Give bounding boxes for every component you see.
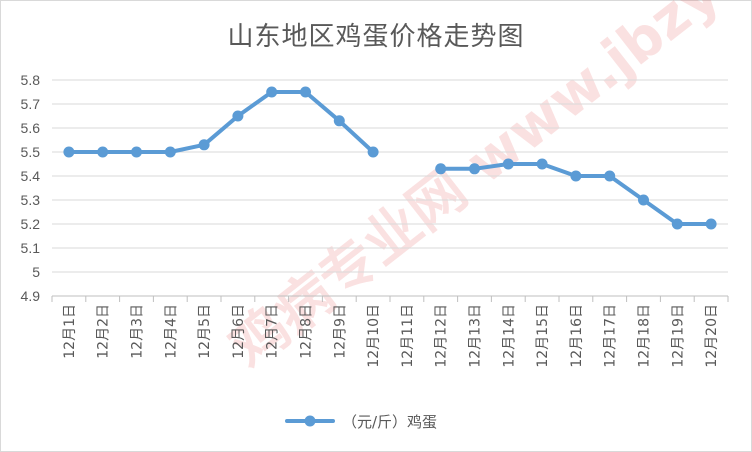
- y-tick-label: 5.6: [21, 120, 41, 136]
- data-point: [638, 194, 649, 206]
- data-point: [502, 158, 514, 170]
- series-line: [66, 90, 376, 154]
- x-tick-label: 12月5日: [197, 304, 213, 359]
- data-point: [164, 146, 176, 158]
- legend-marker: [304, 415, 316, 427]
- y-tick-label: 5.7: [21, 96, 41, 112]
- x-tick-label: 12月8日: [299, 304, 315, 359]
- y-tick-label: 4.9: [21, 288, 41, 304]
- x-tick-label: 12月17日: [603, 304, 619, 368]
- data-point: [705, 218, 717, 230]
- x-tick-label: 12月10日: [366, 304, 382, 368]
- series-layer: [63, 86, 717, 230]
- data-point: [232, 110, 244, 122]
- data-point: [469, 163, 480, 175]
- data-point: [300, 86, 311, 98]
- legend-label: （元/斤）鸡蛋: [342, 413, 437, 431]
- data-point: [97, 146, 109, 158]
- data-point: [435, 163, 447, 175]
- y-tick-label: 5: [32, 264, 40, 280]
- x-tick-label: 12月18日: [637, 304, 653, 368]
- x-tick-label: 12月12日: [434, 304, 450, 368]
- x-tick-label: 12月20日: [704, 304, 720, 368]
- data-point: [131, 146, 142, 158]
- data-point: [570, 170, 582, 182]
- y-tick-label: 5.5: [21, 144, 41, 160]
- x-axis: 12月1日 12月2日 12月3日 12月4日 12月5日 12月6日 12月7日 12月8日…: [51, 296, 729, 368]
- x-tick-label: 12月14日: [501, 304, 517, 368]
- y-tick-label: 5.4: [21, 168, 41, 184]
- data-point: [536, 158, 548, 170]
- x-tick-label: 12月9日: [332, 304, 348, 359]
- data-point: [604, 170, 616, 182]
- legend: （元/斤）鸡蛋: [285, 413, 437, 431]
- x-tick-label: 12月2日: [96, 304, 112, 359]
- data-point: [671, 218, 683, 230]
- x-tick-label: 12月6日: [231, 304, 247, 359]
- chart-title: 山东地区鸡蛋价格走势图: [227, 22, 525, 52]
- x-tick-label: 12月16日: [569, 304, 585, 368]
- y-tick-label: 5.8: [21, 72, 41, 88]
- x-tick-label: 12月3日: [130, 304, 146, 359]
- data-point: [367, 146, 379, 158]
- x-tick-label: 12月15日: [535, 304, 551, 368]
- y-axis-ticks: 4.9 5 5.1 5.2 5.3 5.4 5.5 5.6 5.7 5.8: [21, 72, 41, 304]
- x-tick-label: 12月19日: [670, 304, 686, 368]
- data-point: [63, 146, 75, 158]
- y-tick-label: 5.3: [21, 192, 41, 208]
- x-tick-label: 12月4日: [163, 304, 179, 359]
- data-point: [333, 115, 345, 127]
- y-tick-label: 5.1: [21, 240, 41, 256]
- x-tick-label: 12月13日: [468, 304, 484, 368]
- data-point: [266, 86, 278, 98]
- data-point: [198, 139, 210, 151]
- x-tick-label: 12月7日: [265, 304, 281, 359]
- y-tick-label: 5.2: [21, 216, 41, 232]
- x-tick-label: 12月1日: [62, 304, 78, 359]
- x-tick-label: 12月11日: [400, 304, 416, 368]
